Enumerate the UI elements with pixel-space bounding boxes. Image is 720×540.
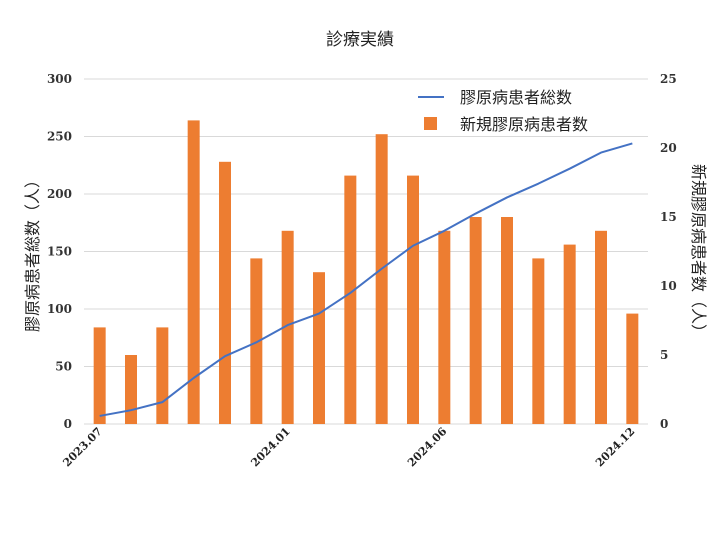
right-tick-label: 0 bbox=[660, 417, 668, 431]
left-axis-ticks: 0 50 100 150 200 250 300 bbox=[47, 72, 72, 431]
bar bbox=[501, 217, 513, 424]
left-tick-label: 50 bbox=[55, 360, 72, 374]
bar bbox=[469, 217, 482, 424]
right-axis-ticks: 0 5 10 15 20 25 bbox=[660, 72, 677, 431]
chart-title: 診療実績 bbox=[326, 30, 394, 50]
right-tick-label: 15 bbox=[660, 210, 677, 224]
left-axis-title: 膠原病患者総数（人） bbox=[23, 172, 42, 332]
left-tick-label: 0 bbox=[64, 417, 72, 431]
bar bbox=[626, 313, 639, 424]
right-tick-label: 20 bbox=[660, 141, 677, 155]
x-tick-label: 2023.07 bbox=[60, 425, 104, 469]
bar bbox=[156, 327, 169, 424]
right-axis-title: 新規膠原病患者数（人） bbox=[689, 164, 708, 340]
left-tick-label: 300 bbox=[47, 72, 72, 86]
bar bbox=[125, 355, 137, 424]
legend: 膠原病患者総数 新規膠原病患者数 bbox=[418, 88, 588, 134]
bar-series bbox=[93, 120, 639, 425]
bar bbox=[438, 230, 451, 424]
bar bbox=[93, 327, 106, 424]
bar bbox=[375, 134, 388, 424]
bar bbox=[250, 258, 263, 424]
right-tick-label: 10 bbox=[660, 279, 677, 293]
right-tick-label: 25 bbox=[660, 72, 677, 86]
bar bbox=[313, 272, 325, 424]
left-tick-label: 200 bbox=[47, 187, 72, 201]
x-axis-ticks: 2023.07 2024.01 2024.06 2024.12 bbox=[60, 425, 637, 470]
gridlines bbox=[84, 78, 648, 425]
x-tick-label: 2024.06 bbox=[405, 425, 450, 470]
x-tick-label: 2024.01 bbox=[248, 425, 292, 469]
legend-label-new: 新規膠原病患者数 bbox=[460, 115, 588, 134]
bar bbox=[532, 258, 545, 424]
bar bbox=[281, 230, 294, 424]
legend-label-total: 膠原病患者総数 bbox=[460, 88, 572, 107]
right-tick-label: 5 bbox=[660, 348, 668, 362]
bar bbox=[219, 161, 231, 425]
bar bbox=[595, 230, 607, 424]
line-series bbox=[99, 142, 633, 417]
bar bbox=[407, 175, 419, 424]
line-total bbox=[99, 142, 633, 417]
x-tick-label: 2024.12 bbox=[593, 425, 637, 469]
left-tick-label: 100 bbox=[47, 302, 72, 316]
bar bbox=[563, 244, 576, 424]
legend-bar-swatch bbox=[424, 117, 437, 130]
left-tick-label: 150 bbox=[47, 245, 72, 259]
left-tick-label: 250 bbox=[47, 130, 72, 144]
bar bbox=[344, 175, 357, 424]
bar bbox=[187, 120, 200, 425]
